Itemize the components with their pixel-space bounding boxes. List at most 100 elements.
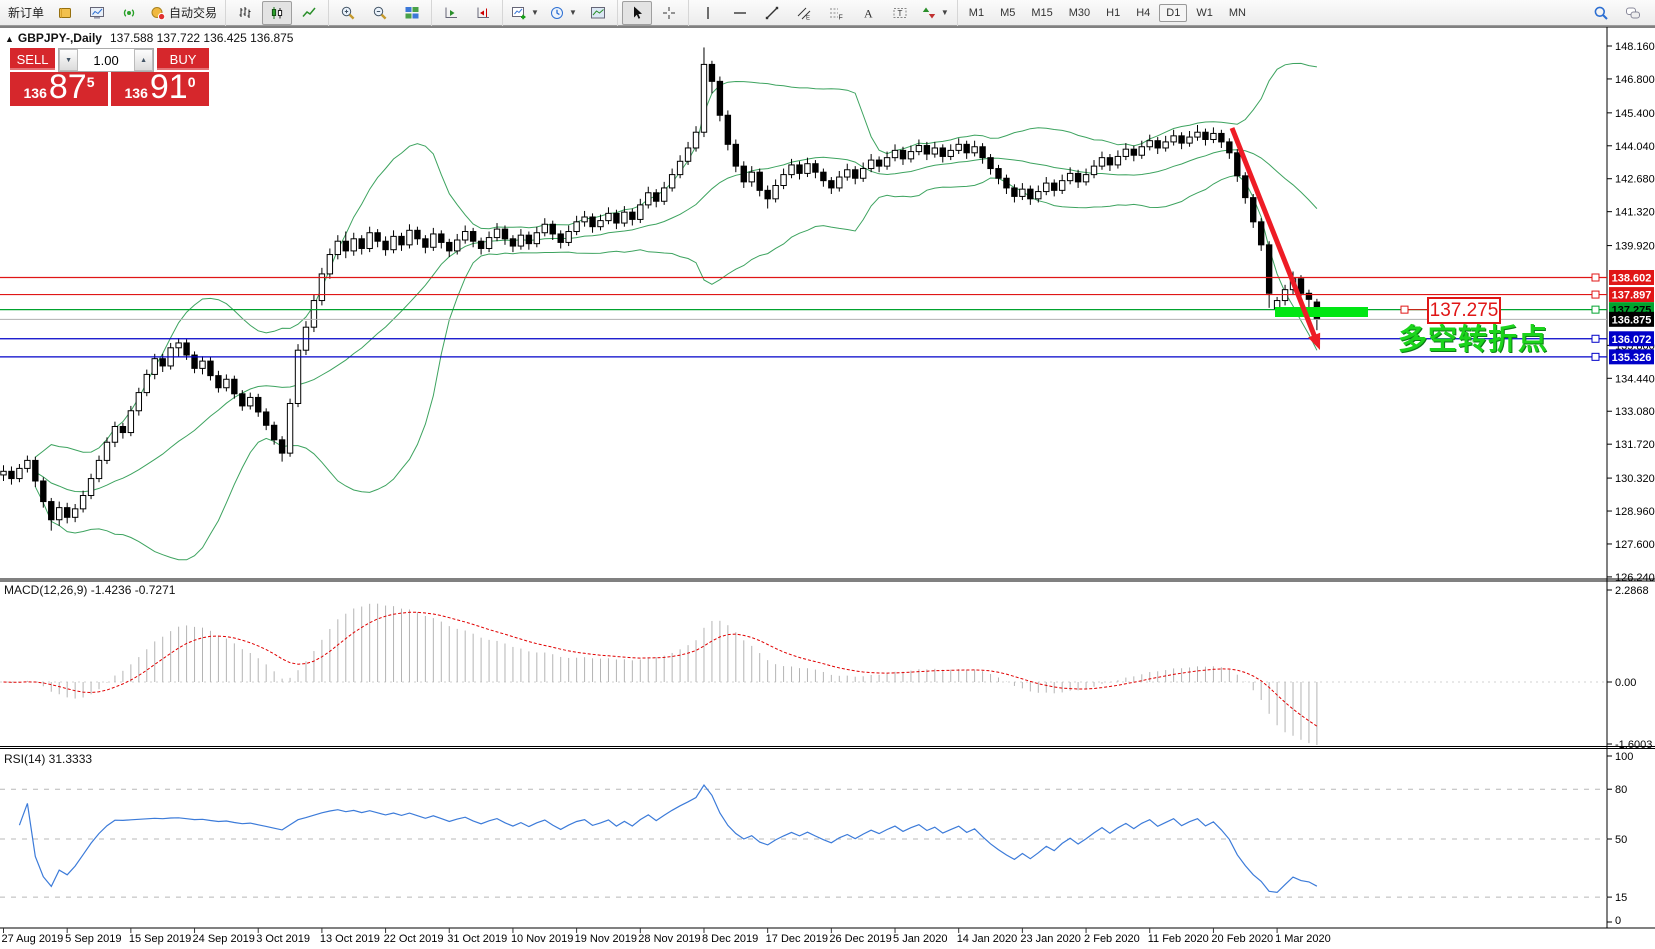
market-watch-button[interactable] [82,1,112,25]
line-handle [1591,273,1600,282]
tile-windows-icon [405,6,419,18]
volume-increase-button[interactable]: ▲ [134,49,154,71]
svg-text:135.326: 135.326 [1612,352,1652,364]
expert-advisors-button[interactable] [50,1,80,25]
equidistant-channel-button[interactable]: E [789,1,819,25]
price-tick-label: 127.600 [1615,539,1655,551]
chat-button[interactable] [1618,1,1648,25]
date-axis[interactable]: 27 Aug 2019 5 Sep 2019 15 Sep 2019 24 Sep 2… [2,928,1331,945]
date-tick-label: 5 Jan 2020 [893,933,947,945]
date-tick-label: 11 Feb 2020 [1148,933,1209,945]
timeframe-button-d1[interactable]: D1 [1159,3,1188,22]
tile-windows-button[interactable] [397,1,427,25]
timeframe-button-h1[interactable]: H1 [1106,6,1121,19]
svg-text:E: E [806,15,810,21]
date-tick-label: 23 Jan 2020 [1020,933,1081,945]
sell-button[interactable]: SELL [10,48,56,70]
zoom-in-button[interactable] [333,1,363,25]
trendline-button[interactable] [757,1,787,25]
toolbar: 新订单 自动交易 ▼ ▼ E F A T ▼ M1 M5 M15 M30 H1 H4 D1 W1 MN [0,0,1655,26]
shapes-button[interactable]: ▼ [917,1,953,25]
candlestick-icon [271,6,283,19]
buy-button[interactable]: BUY [157,48,209,70]
svg-text:0: 0 [1615,915,1621,927]
date-tick-label: 24 Sep 2019 [193,933,255,945]
bar-chart-button[interactable] [230,1,260,25]
price-tags: 138.602137.897137.275136.072135.326136.8… [1609,269,1654,365]
autotrading-button-label: 自动交易 [169,6,218,20]
timeframe-button-w1[interactable]: W1 [1196,6,1213,19]
volume-input[interactable] [78,49,135,71]
indicators-button[interactable]: ▼ [507,1,543,25]
chart-shift-button[interactable] [468,1,498,25]
price-tick-label: 133.080 [1615,406,1655,418]
text-label-button[interactable]: T [885,1,915,25]
crosshair-button[interactable] [654,1,684,25]
templates-button[interactable] [583,1,613,25]
vertical-line-button[interactable] [693,1,723,25]
price-tick-label: 141.320 [1615,207,1655,219]
channel-icon: E [797,7,811,21]
price-tick-label: 134.440 [1615,373,1655,385]
sell-price[interactable]: 136 87 5 [10,68,108,106]
panel-borders [0,26,1655,929]
support-highlight-bar[interactable] [1275,307,1368,317]
toolbar-right [1585,1,1655,25]
fibonacci-button[interactable]: F [821,1,851,25]
chevron-down-icon: ▼ [940,8,949,17]
auto-scroll-button[interactable] [436,1,466,25]
date-tick-label: 14 Jan 2020 [957,933,1018,945]
turning-point-annotation[interactable]: 多空转折点 [1398,324,1549,356]
zoom-out-button[interactable] [365,1,395,25]
svg-text:0.00: 0.00 [1615,677,1636,689]
buy-price-sup: 0 [187,74,196,90]
date-tick-label: 5 Sep 2019 [65,933,121,945]
price-annotation-box[interactable]: 137.275 [1427,297,1501,324]
cursor-button[interactable] [621,0,652,25]
signals-button[interactable] [114,1,144,25]
timeframe-group: M1 M5 M15 M30 H1 H4 D1 W1 MN [956,0,1257,26]
horizontal-lines[interactable] [0,273,1607,361]
date-tick-label: 8 Dec 2019 [702,933,758,945]
svg-text:137.897: 137.897 [1612,290,1652,302]
macd-panel [3,603,1318,745]
candles [0,47,1321,531]
timeframe-button-m30[interactable]: M30 [1068,6,1091,19]
fibonacci-icon: F [829,8,843,21]
line-handle [1591,334,1600,343]
timeframe-button-m1[interactable]: M1 [968,6,985,19]
periods-button[interactable]: ▼ [545,1,581,25]
buy-price[interactable]: 136 91 0 [111,68,209,106]
trend-arrow-head [1308,332,1321,350]
date-tick-label: 13 Oct 2019 [320,933,380,945]
timeframe-button-m5[interactable]: M5 [1000,6,1016,19]
line-chart-button[interactable] [294,1,324,25]
trend-arrow[interactable] [1229,127,1319,342]
search-button[interactable] [1586,1,1616,25]
search-icon [1594,6,1608,20]
horizontal-line-button[interactable] [725,1,755,25]
new-order-button[interactable]: 新订单 [4,1,48,25]
auto-scroll-icon [445,7,458,18]
timeframe-button-mn[interactable]: MN [1228,6,1246,19]
line-handle [1591,290,1600,299]
text-button[interactable]: A [853,1,883,25]
callout-handle [1400,305,1409,314]
price-tick-label: 130.320 [1615,473,1655,485]
timeframe-button-h4[interactable]: H4 [1136,6,1151,19]
volume-decrease-button[interactable]: ▼ [59,49,79,71]
symbol-name: GBPJPY-,Daily [17,31,102,45]
timeframe-button-m15[interactable]: M15 [1031,6,1053,19]
svg-text:F: F [838,14,842,21]
scroll-group [431,0,502,26]
svg-text:2.2868: 2.2868 [1615,585,1649,597]
buy-price-big: 91 [149,68,188,106]
annotations[interactable] [1229,127,1427,350]
date-tick-label: 20 Feb 2020 [1211,933,1273,945]
cursor-icon [633,6,642,19]
price-tick-label: 144.040 [1615,141,1655,153]
svg-text:50: 50 [1615,834,1627,846]
autotrading-button[interactable]: 自动交易 [146,1,221,25]
candlestick-chart-button[interactable] [262,0,293,25]
sell-price-big: 87 [48,68,87,106]
